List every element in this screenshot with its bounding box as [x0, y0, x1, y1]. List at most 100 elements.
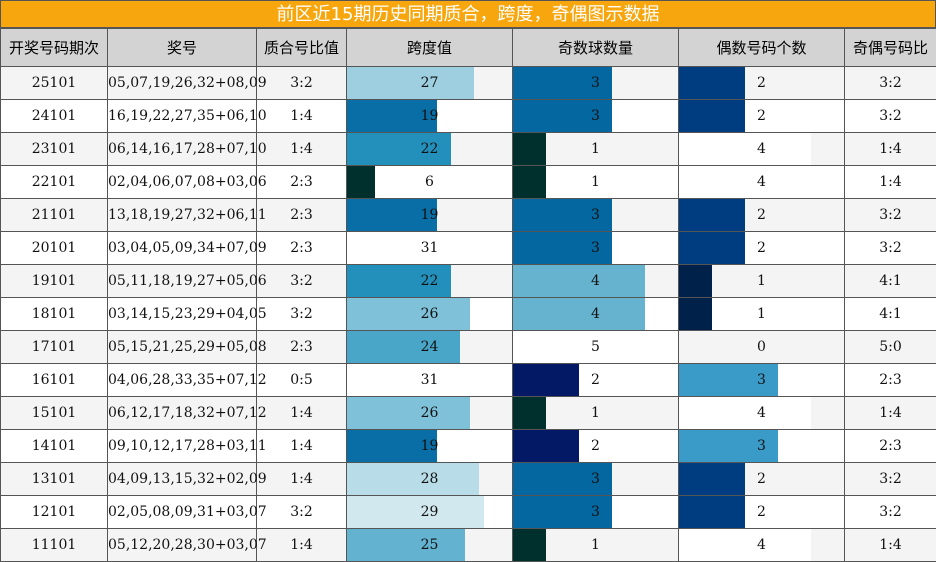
odd-count-cell-value: 1	[591, 174, 600, 190]
odd-count-cell: 3	[513, 232, 679, 265]
even-count-cell: 2	[679, 232, 845, 265]
numbers-cell: 05,12,20,28,30+03,07	[108, 529, 257, 562]
span-cell: 31	[347, 364, 513, 397]
numbers-cell: 03,14,15,23,29+04,05	[108, 298, 257, 331]
even-count-cell: 4	[679, 166, 845, 199]
header-row: 开奖号码期次 奖号 质合号比值 跨度值 奇数球数量 偶数号码个数 奇偶号码比	[1, 29, 936, 67]
span-cell: 22	[347, 265, 513, 298]
odd-count-cell-value: 3	[591, 504, 600, 520]
odd-count-cell: 1	[513, 166, 679, 199]
even-count-cell-bar	[679, 199, 745, 231]
odd-count-cell-value: 3	[591, 108, 600, 124]
span-cell-value: 25	[421, 537, 439, 553]
period-cell: 25101	[1, 67, 108, 100]
odd-count-cell-value: 3	[591, 471, 600, 487]
even-count-cell: 2	[679, 463, 845, 496]
even-count-cell: 4	[679, 397, 845, 430]
header-prime-ratio: 质合号比值	[257, 29, 347, 67]
odd-count-cell-value: 1	[591, 141, 600, 157]
numbers-cell: 02,05,08,09,31+03,07	[108, 496, 257, 529]
span-cell-bar	[347, 331, 460, 363]
period-cell: 18101	[1, 298, 108, 331]
span-cell-value: 22	[421, 273, 439, 289]
even-count-cell: 2	[679, 496, 845, 529]
prime-ratio-cell: 2:3	[257, 166, 347, 199]
odd-count-cell: 5	[513, 331, 679, 364]
span-cell: 25	[347, 529, 513, 562]
span-cell-bar	[347, 496, 484, 528]
even-count-cell-value: 1	[757, 273, 766, 289]
span-cell-bar	[347, 67, 474, 99]
header-even-count: 偶数号码个数	[679, 29, 845, 67]
odd-count-cell: 1	[513, 529, 679, 562]
odd-count-cell-value: 2	[591, 438, 600, 454]
even-count-cell: 4	[679, 529, 845, 562]
prime-ratio-cell: 3:2	[257, 67, 347, 100]
even-count-cell-bar	[679, 265, 712, 297]
even-count-cell-value: 4	[757, 537, 766, 553]
odd-even-ratio-cell: 5:0	[845, 331, 936, 364]
even-count-cell-bar	[679, 529, 811, 561]
even-count-cell: 2	[679, 199, 845, 232]
span-cell: 22	[347, 133, 513, 166]
prime-ratio-cell: 1:4	[257, 100, 347, 133]
odd-count-cell-value: 3	[591, 75, 600, 91]
numbers-cell: 05,11,18,19,27+05,06	[108, 265, 257, 298]
numbers-cell: 13,18,19,27,32+06,11	[108, 199, 257, 232]
header-odd-even-ratio: 奇偶号码比	[845, 29, 936, 67]
odd-count-cell-value: 1	[591, 537, 600, 553]
even-count-cell-bar	[679, 463, 745, 495]
span-cell: 26	[347, 298, 513, 331]
even-count-cell-value: 2	[757, 240, 766, 256]
prime-ratio-cell: 0:5	[257, 364, 347, 397]
odd-count-cell-bar	[513, 529, 546, 561]
span-cell-bar	[347, 397, 470, 429]
even-count-cell-bar	[679, 298, 712, 330]
even-count-cell-bar	[679, 67, 745, 99]
even-count-cell-value: 2	[757, 471, 766, 487]
even-count-cell: 2	[679, 100, 845, 133]
odd-count-cell-bar	[513, 397, 546, 429]
numbers-cell: 05,15,21,25,29+05,08	[108, 331, 257, 364]
prime-ratio-cell: 1:4	[257, 430, 347, 463]
even-count-cell-value: 2	[757, 207, 766, 223]
even-count-cell-value: 2	[757, 108, 766, 124]
even-count-cell: 4	[679, 133, 845, 166]
prime-ratio-cell: 3:2	[257, 298, 347, 331]
odd-count-cell-value: 4	[591, 273, 600, 289]
numbers-cell: 06,14,16,17,28+07,10	[108, 133, 257, 166]
span-cell: 24	[347, 331, 513, 364]
even-count-cell-bar	[679, 397, 811, 429]
odd-count-cell-bar	[513, 265, 645, 297]
odd-even-ratio-cell: 2:3	[845, 430, 936, 463]
span-cell-value: 29	[421, 504, 439, 520]
chart-title: 前区近15期历史同期质合，跨度，奇偶图示数据	[0, 0, 936, 28]
odd-count-cell: 4	[513, 298, 679, 331]
even-count-cell-bar	[679, 100, 745, 132]
header-odd-count: 奇数球数量	[513, 29, 679, 67]
even-count-cell-bar	[679, 496, 745, 528]
header-numbers: 奖号	[108, 29, 257, 67]
prime-ratio-cell: 1:4	[257, 397, 347, 430]
odd-even-ratio-cell: 2:3	[845, 364, 936, 397]
span-cell-bar	[347, 463, 479, 495]
span-cell: 19	[347, 199, 513, 232]
odd-count-cell-value: 3	[591, 207, 600, 223]
span-cell-value: 26	[421, 306, 439, 322]
span-cell-value: 26	[421, 405, 439, 421]
even-count-cell-value: 1	[757, 306, 766, 322]
numbers-cell: 09,10,12,17,28+03,11	[108, 430, 257, 463]
odd-count-cell-bar	[513, 298, 645, 330]
prime-ratio-cell: 1:4	[257, 529, 347, 562]
